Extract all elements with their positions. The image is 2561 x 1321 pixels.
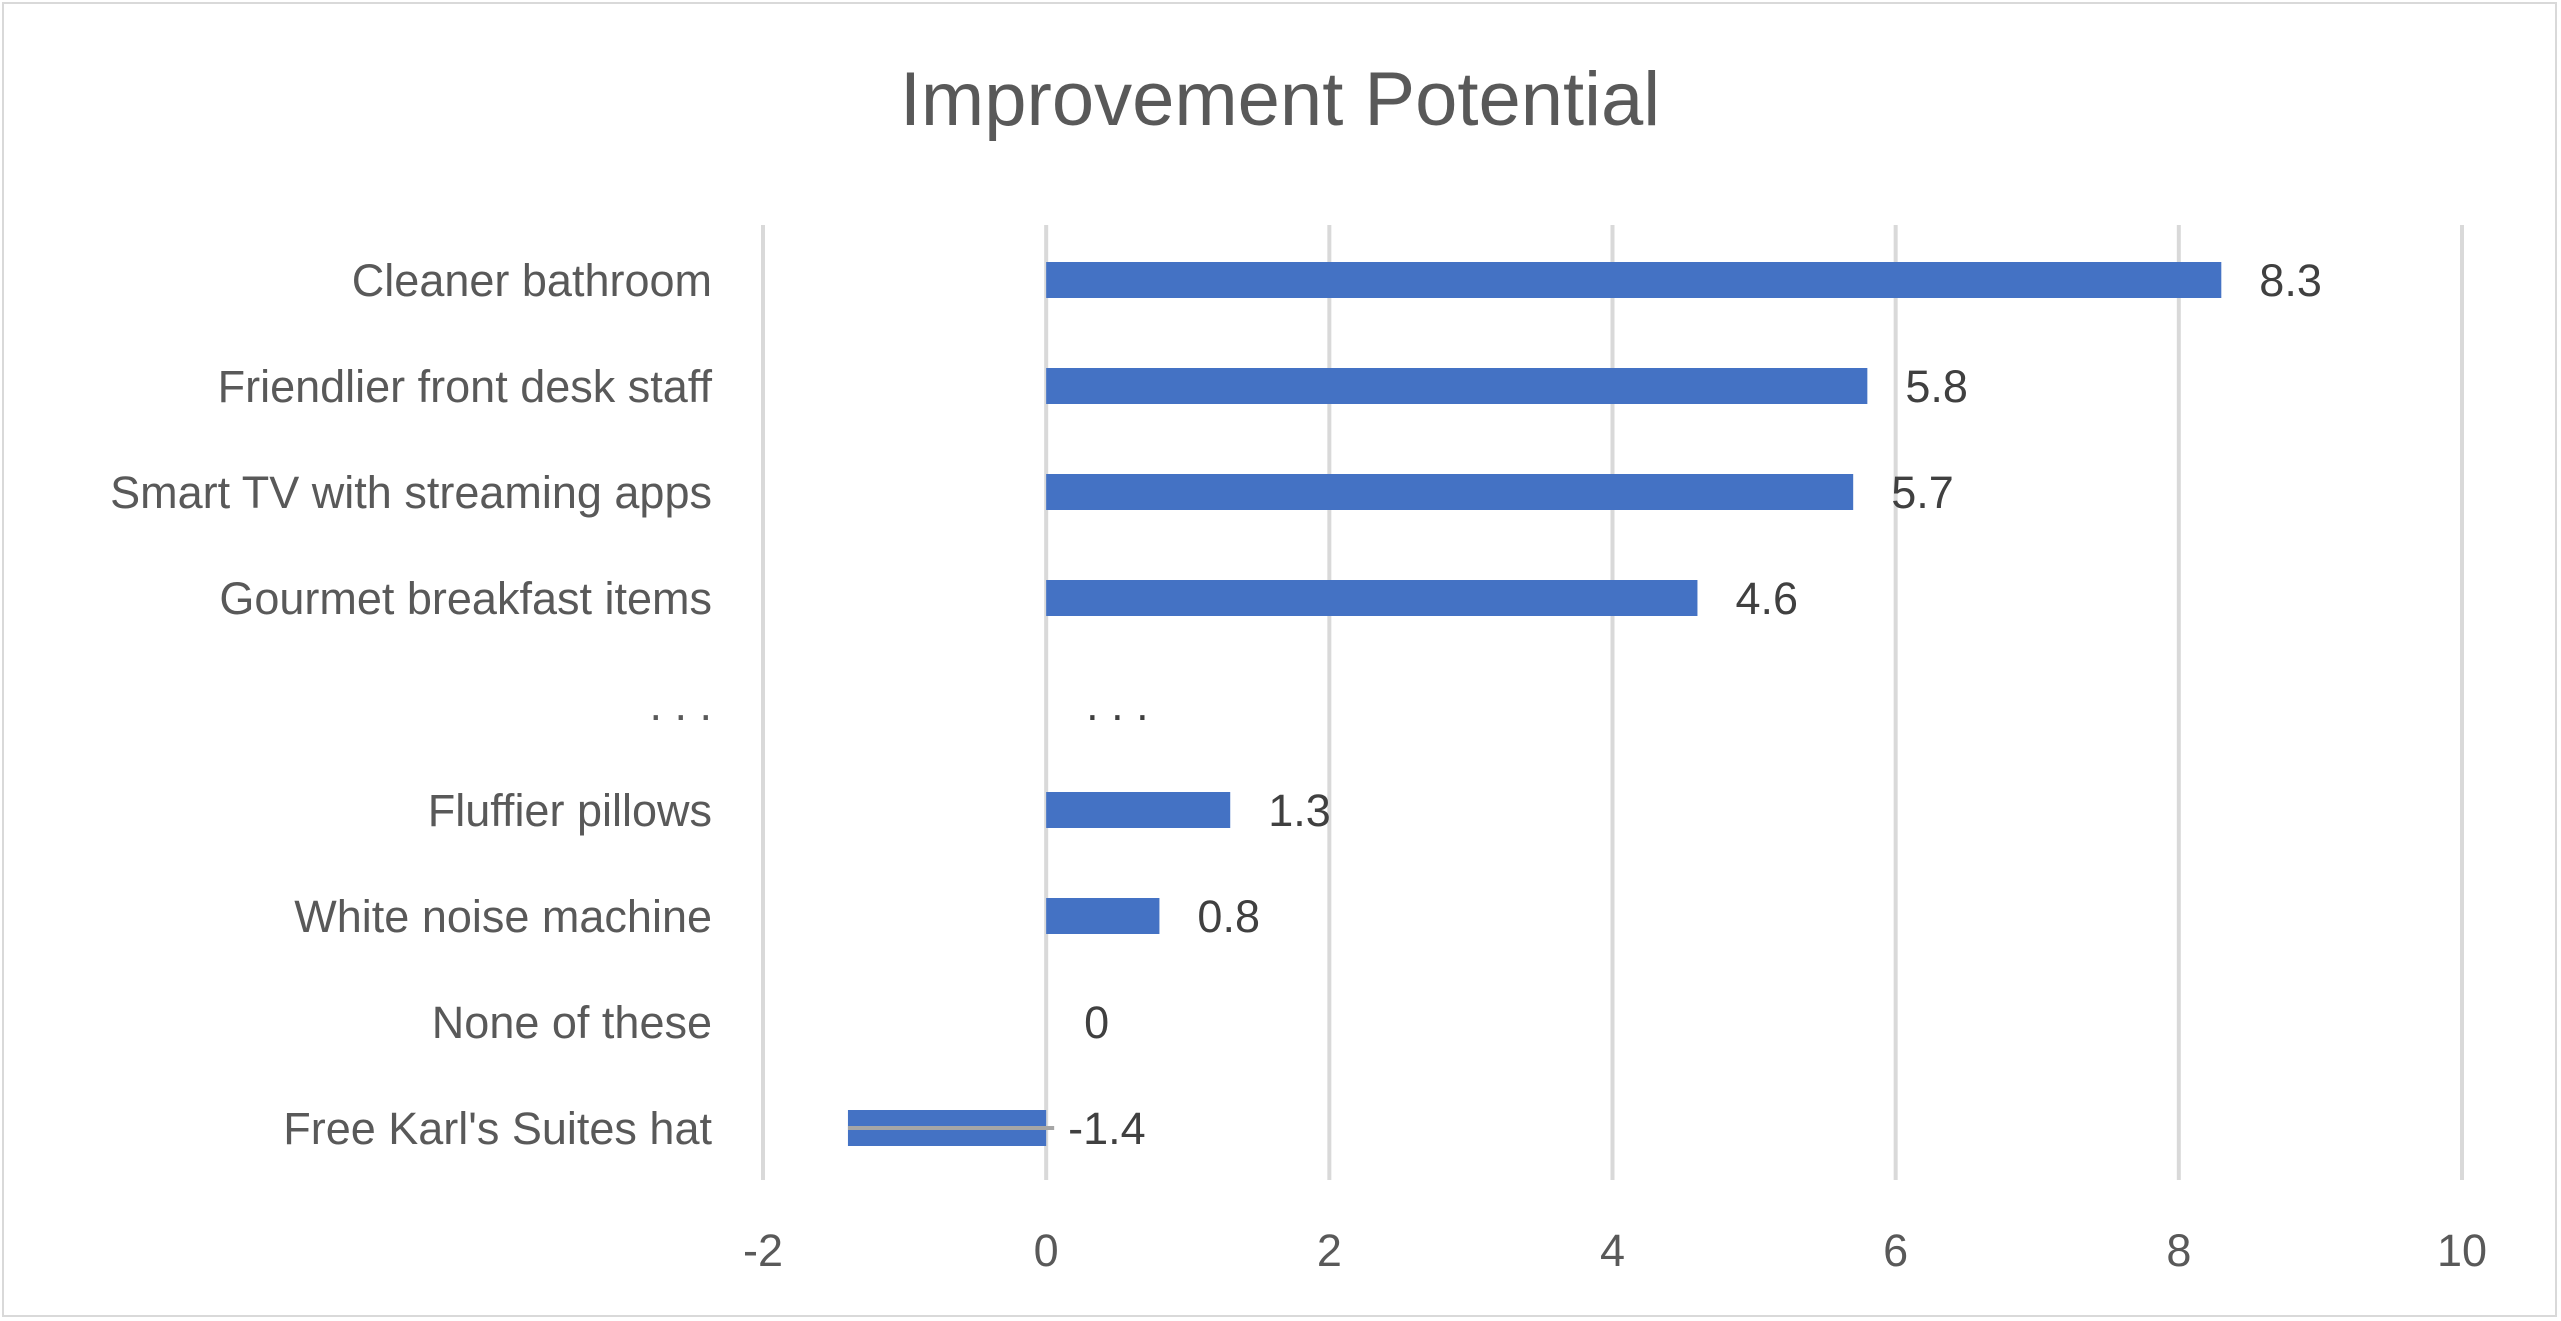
x-tick-label: 8 bbox=[2166, 1225, 2191, 1276]
category-label: Smart TV with streaming apps bbox=[110, 467, 712, 518]
category-labels: Cleaner bathroom Friendlier front desk st… bbox=[110, 255, 712, 1154]
bar bbox=[1046, 474, 1854, 510]
category-label: Gourmet breakfast items bbox=[219, 573, 712, 624]
bars bbox=[847, 262, 2222, 1146]
data-label: 8.3 bbox=[2259, 255, 2322, 306]
data-label: 1.3 bbox=[1268, 785, 1331, 836]
data-labels: 8.3 5.8 5.7 4.6 . . . 1.3 0.8 0 -1.4 bbox=[1068, 255, 2322, 1154]
x-tick-label: 4 bbox=[1600, 1225, 1625, 1276]
bar bbox=[1046, 262, 2222, 298]
x-tick-label: -2 bbox=[743, 1225, 783, 1276]
x-tick-label: 6 bbox=[1883, 1225, 1908, 1276]
bar bbox=[1046, 792, 1231, 828]
data-label: 5.8 bbox=[1905, 361, 1968, 412]
data-label: . . . bbox=[1086, 679, 1149, 730]
x-tick-labels: -2 0 2 4 6 8 10 bbox=[743, 1225, 2487, 1276]
bar bbox=[1046, 368, 1868, 404]
data-label: 0.8 bbox=[1197, 891, 1260, 942]
data-label: 5.7 bbox=[1891, 467, 1954, 518]
category-label: . . . bbox=[649, 679, 712, 730]
chart-title: Improvement Potential bbox=[900, 57, 1660, 142]
x-tick-label: 2 bbox=[1317, 1225, 1342, 1276]
x-tick-label: 10 bbox=[2437, 1225, 2487, 1276]
data-label: -1.4 bbox=[1068, 1103, 1146, 1154]
bar bbox=[1046, 898, 1160, 934]
category-label: White noise machine bbox=[294, 891, 712, 942]
x-tick-label: 0 bbox=[1034, 1225, 1059, 1276]
category-label: None of these bbox=[432, 997, 712, 1048]
category-label: Friendlier front desk staff bbox=[218, 361, 713, 412]
category-label: Free Karl's Suites hat bbox=[283, 1103, 712, 1154]
category-label: Fluffier pillows bbox=[428, 785, 712, 836]
data-label: 4.6 bbox=[1735, 573, 1798, 624]
data-label: 0 bbox=[1084, 997, 1109, 1048]
category-label: Cleaner bathroom bbox=[352, 255, 712, 306]
bar bbox=[1046, 580, 1698, 616]
